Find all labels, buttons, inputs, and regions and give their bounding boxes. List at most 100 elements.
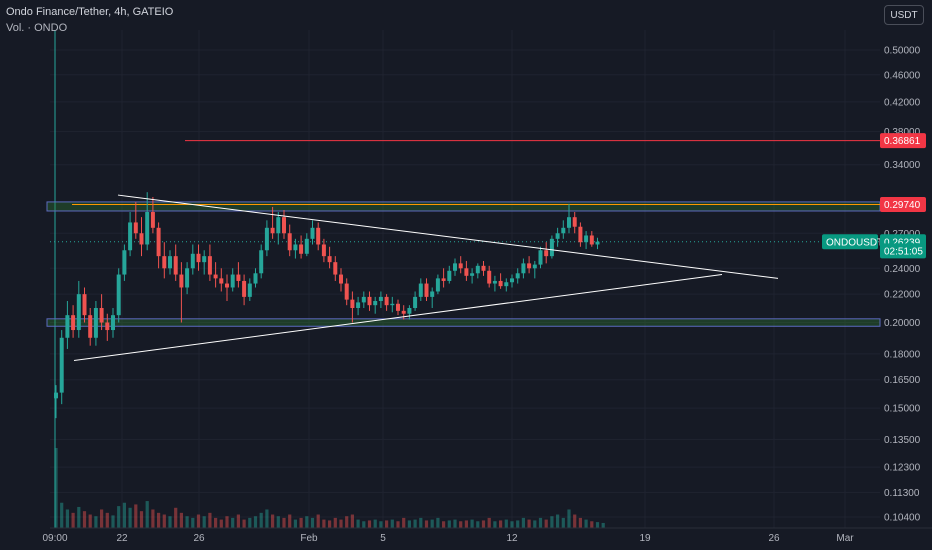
time-tick-label: Feb [300,533,318,544]
volume-bars [54,448,605,528]
candle-body [242,280,247,297]
volume-bar [191,517,195,528]
candle-body [333,262,338,275]
volume-bar [231,517,235,528]
trendlines [73,194,779,362]
volume-bar [533,520,537,528]
candle-body [396,303,400,311]
volume-bar [157,512,161,528]
time-tick-label: 26 [768,533,780,544]
candle-body [139,233,144,245]
candle-body [447,270,452,281]
candle-body [361,296,366,303]
candle-body [487,270,492,284]
price-tick-label: 0.34000 [884,160,921,171]
zone-price-tag [880,197,926,213]
candle-body [595,241,600,245]
volume-bar [339,519,343,528]
trendline [73,274,723,362]
support-resistance-zone [46,318,881,327]
candle-body [464,268,469,276]
volume-bar [225,516,229,528]
price-tick-label: 0.24000 [884,264,921,275]
volume-bar [65,509,69,528]
volume-bar [590,521,594,528]
volume-bar [293,519,297,528]
candle-body [99,308,104,323]
candle-body [287,233,292,251]
volume-bar [567,509,571,528]
volume-bar [236,514,240,528]
volume-bar [521,517,525,528]
candle-body [168,256,172,269]
candle-body [458,263,463,269]
candle-body [510,278,514,283]
time-tick-label: 09:00 [42,533,67,544]
candle-body [190,253,195,269]
price-tick-label: 0.13500 [884,435,921,446]
volume-bar [442,521,446,528]
candle-body [356,302,361,309]
volume-bar [362,521,366,528]
candle-body [367,296,372,306]
time-tick-label: 12 [506,533,518,544]
price-tick-label: 0.11300 [884,488,920,499]
candle-body [401,310,406,314]
volume-bar [253,516,258,528]
candle-body [236,274,241,281]
volume-bar [550,516,554,528]
price-tick-label: 0.22000 [884,290,921,301]
volume-bar [179,512,183,528]
symbol-tag [822,234,878,250]
volume-bar [584,519,588,528]
candle-body [264,227,269,251]
volume-bar [242,519,246,528]
candle-body [418,283,423,297]
candle-body [270,227,275,234]
volume-bar [516,520,520,528]
candle-body [475,265,480,274]
price-tick-label: 0.18000 [884,349,921,360]
volume-indicator-label: Vol. · ONDO [6,22,68,34]
volume-bar [151,509,155,528]
time-tick-label: 5 [380,533,386,544]
volume-bar [259,512,263,528]
candle-body [105,322,110,331]
price-tick-label: 0.50000 [884,46,921,57]
volume-bar [322,519,326,528]
candle-body [259,250,264,274]
candle-body [156,227,161,257]
price-tick-label: 0.12300 [884,463,921,474]
resistance-price-tag [880,133,926,149]
candle-body [316,227,321,245]
candle-body [93,308,98,338]
candle-body [179,274,184,288]
candle-body [276,217,281,234]
quote-currency-button[interactable]: USDT [884,5,924,25]
candle-body [282,217,286,234]
volume-bar [578,517,582,528]
candle-body [339,274,343,284]
volume-bar [561,517,565,528]
candle-body [196,253,201,263]
volume-bar [470,519,474,528]
volume-bar [379,521,383,528]
candle-body [555,233,560,239]
horizontal-lines [50,140,880,243]
candle-body [435,278,440,292]
volume-bar [464,520,468,528]
support-resistance-zone [46,201,881,212]
price-tick-label: 0.27000 [884,229,921,240]
volume-bar [310,517,315,528]
volume-bar [128,507,132,528]
time-tick-label: 22 [116,533,128,544]
volume-bar [538,517,543,528]
volume-bar [430,519,434,528]
volume-bar [122,502,126,528]
candle-body [111,315,115,331]
price-tick-label: 0.42000 [884,97,921,108]
candle-body [378,296,383,302]
candle-body [424,283,429,297]
